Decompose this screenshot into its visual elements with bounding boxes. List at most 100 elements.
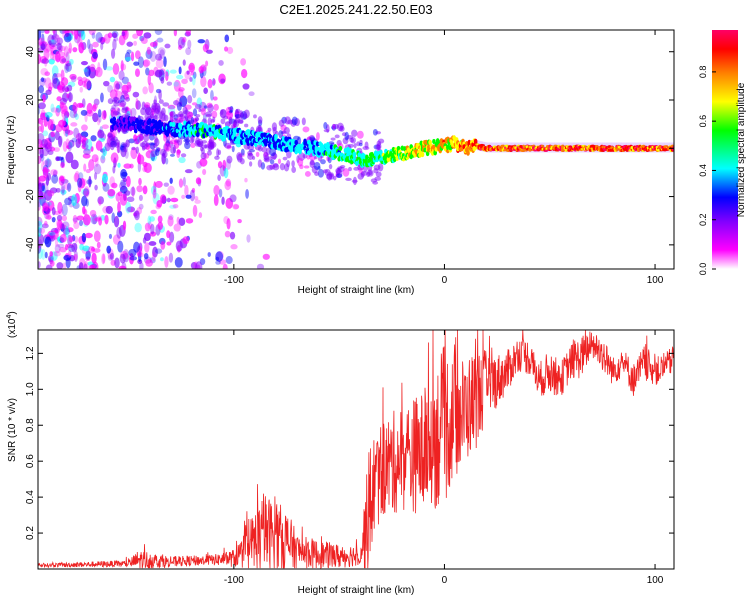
spectrogram-cell bbox=[101, 124, 109, 130]
spectrogram-cell bbox=[320, 159, 326, 165]
spectrogram-cell bbox=[45, 43, 52, 52]
spectrogram-cell bbox=[136, 185, 143, 193]
spectrogram-cell bbox=[167, 215, 174, 227]
spectrogram-cell bbox=[41, 223, 49, 229]
spectrogram-cell bbox=[61, 118, 67, 124]
spectrogram-cell bbox=[56, 42, 62, 51]
spectrogram-cell bbox=[339, 165, 346, 169]
spectrogram-cell bbox=[105, 66, 113, 71]
spectrogram-cell bbox=[91, 32, 96, 39]
spectrogram-cell bbox=[201, 147, 205, 155]
x-tick-label: 100 bbox=[647, 275, 664, 286]
spectrogram-cell bbox=[372, 181, 379, 185]
spectrogram-cell bbox=[134, 50, 141, 60]
spectrogram-cell bbox=[202, 168, 207, 176]
spectrogram-halo bbox=[516, 142, 518, 153]
spectrogram-cell bbox=[150, 209, 157, 215]
spectrogram-cell bbox=[122, 220, 127, 231]
spectrogram-cell bbox=[166, 241, 172, 246]
spectrogram-cell bbox=[224, 180, 232, 191]
spectrogram-cell bbox=[353, 142, 357, 149]
snr-x-label: Height of straight line (km) bbox=[298, 585, 415, 596]
spectrogram-cell bbox=[240, 148, 245, 156]
spectrogram-cell bbox=[44, 236, 52, 248]
spectrogram-cell bbox=[214, 155, 220, 160]
x-tick-label: 100 bbox=[647, 575, 664, 586]
spectrogram-cell bbox=[70, 122, 78, 127]
spectrogram-cell bbox=[58, 222, 65, 229]
spectrogram-cell bbox=[90, 246, 95, 252]
spectrogram-cell bbox=[79, 135, 87, 143]
spectrogram-ridge-cell bbox=[338, 145, 343, 152]
spectrogram-cell bbox=[112, 63, 120, 75]
spectrogram-cell bbox=[82, 190, 89, 196]
spectrogram-cell bbox=[155, 53, 162, 61]
spectrogram-cell bbox=[81, 139, 87, 148]
spectrogram-cell bbox=[93, 98, 100, 106]
spectrogram-cell bbox=[90, 146, 94, 152]
spectrogram-cell bbox=[351, 179, 358, 183]
spectrogram-cell bbox=[140, 107, 147, 116]
spectrogram-cell bbox=[100, 42, 104, 51]
spectrogram-cell bbox=[86, 109, 94, 117]
spectrogram-cell bbox=[225, 178, 232, 187]
spectrogram-cell bbox=[239, 110, 244, 119]
spectrogram-cell bbox=[51, 207, 56, 216]
spectrogram-cell bbox=[328, 163, 333, 170]
spectrogram-cell bbox=[56, 96, 62, 102]
spectrogram-cell bbox=[140, 37, 148, 45]
spectrogram-ridge-cell bbox=[428, 139, 432, 145]
spectrogram-cell bbox=[71, 242, 78, 253]
spectrogram-cell bbox=[165, 157, 169, 165]
spectrogram-cell bbox=[169, 204, 177, 209]
spectrogram-cell bbox=[146, 46, 151, 55]
spectrogram-ridge-cell bbox=[294, 139, 298, 146]
spectrogram-cell bbox=[326, 171, 333, 181]
spectrogram-cell bbox=[64, 183, 71, 191]
spectrogram-cell bbox=[213, 103, 219, 111]
spectrogram-cell bbox=[159, 49, 165, 59]
spectrogram-cell bbox=[182, 59, 186, 66]
spectrogram-cell bbox=[185, 194, 192, 199]
y-tick-label: -40 bbox=[25, 237, 36, 252]
spectrogram-cell bbox=[76, 215, 85, 221]
spectrogram-cell bbox=[231, 145, 235, 153]
spectrogram-cell bbox=[149, 216, 155, 222]
spectrogram-cell bbox=[185, 30, 192, 36]
spectrogram-cell bbox=[330, 137, 336, 141]
spectrogram-cell bbox=[124, 56, 132, 62]
spectrogram-cell bbox=[201, 140, 208, 144]
spectrogram-cell bbox=[81, 124, 88, 131]
spectrogram-cell bbox=[218, 188, 223, 198]
spectrogram-cell bbox=[42, 94, 46, 103]
spectrogram-cell bbox=[200, 107, 206, 116]
colorbar-tick-label: 0.8 bbox=[698, 66, 708, 79]
y-tick-label: 20 bbox=[25, 94, 36, 106]
spectrogram-cell bbox=[356, 130, 364, 139]
spectrogram-cell bbox=[323, 129, 330, 133]
spectrogram-cell bbox=[212, 116, 216, 123]
spectrogram-cell bbox=[44, 251, 48, 259]
spectrogram-cell bbox=[149, 231, 157, 237]
spectrogram-cell bbox=[200, 64, 207, 72]
spectrogram-cell bbox=[65, 60, 72, 67]
spectrogram-cell bbox=[77, 177, 83, 188]
spectrogram-cell bbox=[130, 51, 135, 62]
spectrogram-cell bbox=[191, 102, 198, 106]
spectrogram-cell bbox=[304, 171, 311, 177]
spectrogram-cell bbox=[152, 246, 158, 258]
spectrogram-cell bbox=[54, 73, 62, 78]
spectrogram-cell bbox=[347, 143, 355, 148]
spectrogram-cell bbox=[53, 147, 60, 153]
colorbar-ticks: 0.0 0.2 0.4 0.6 0.8 bbox=[698, 66, 716, 275]
spectrogram-cell bbox=[51, 174, 59, 184]
spectrogram-cell bbox=[135, 100, 141, 110]
colorbar-label: Normalized spectral amplitude bbox=[736, 82, 747, 217]
spectrogram-cell bbox=[226, 218, 231, 230]
spectrogram-cell bbox=[68, 42, 72, 54]
spectrogram-cell bbox=[335, 167, 342, 174]
spectrogram-cell bbox=[38, 246, 41, 252]
y-tick-label: 0.4 bbox=[25, 490, 36, 504]
spectrogram-cell bbox=[90, 213, 98, 225]
